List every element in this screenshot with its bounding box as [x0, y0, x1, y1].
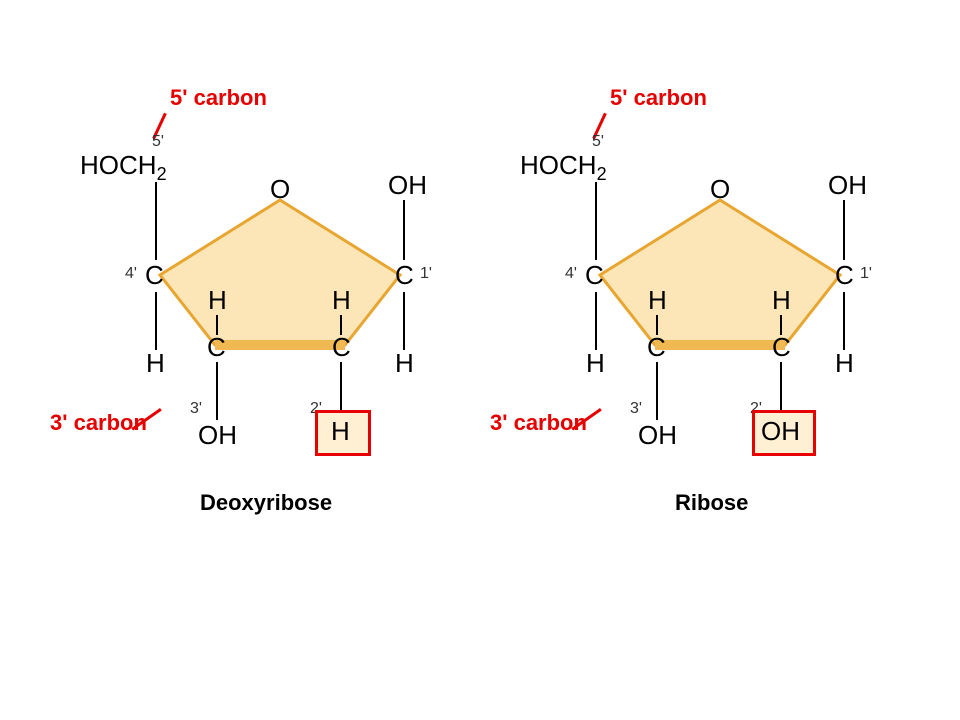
c3-atom: C [207, 332, 226, 363]
prime-5: 5' [152, 133, 164, 151]
c4-atom: C [145, 260, 164, 291]
oh-top-right: OH [388, 170, 427, 201]
prime-1: 1' [860, 265, 872, 283]
c4-atom: C [585, 260, 604, 291]
hoch2-sub: 2 [157, 164, 167, 184]
prime-1: 1' [420, 265, 432, 283]
callout-3prime: 3' carbon [490, 410, 587, 436]
ribose-molecule: 5' carbon 3' carbon 5' HOCH2 O OH 4' C C… [500, 100, 920, 620]
bond-1-h [403, 292, 405, 350]
oh-bottom-left: OH [198, 420, 237, 451]
oh-top-right: OH [828, 170, 867, 201]
prime-4: 4' [125, 265, 137, 283]
bond-4-h [155, 292, 157, 350]
hoch2-sub: 2 [597, 164, 607, 184]
bond-oh-1 [843, 200, 845, 260]
hoch2-group: HOCH2 [80, 150, 167, 185]
bond-4-h [595, 292, 597, 350]
oh-bottom-left: OH [638, 420, 677, 451]
bond-1-h [843, 292, 845, 350]
prime-3: 3' [190, 400, 202, 418]
c3-atom: C [647, 332, 666, 363]
bond-oh-1 [403, 200, 405, 260]
molecule-title: Ribose [675, 490, 748, 516]
callout-3prime: 3' carbon [50, 410, 147, 436]
hoch2-text: HOCH [520, 150, 597, 180]
c1-atom: C [835, 260, 854, 291]
bond-c2-diff [780, 362, 782, 412]
h-inner-left: H [208, 285, 227, 316]
h-bottom-far-right: H [395, 348, 414, 379]
h-bottom-far-left: H [146, 348, 165, 379]
ring-oxygen: O [710, 174, 730, 205]
hoch2-group: HOCH2 [520, 150, 607, 185]
molecule-title: Deoxyribose [200, 490, 332, 516]
prime-3: 3' [630, 400, 642, 418]
c1-atom: C [395, 260, 414, 291]
h-bottom-far-left: H [586, 348, 605, 379]
h-bottom-far-right: H [835, 348, 854, 379]
diff-atom: OH [761, 416, 800, 447]
c2-atom: C [772, 332, 791, 363]
ring-oxygen: O [270, 174, 290, 205]
h-inner-right: H [772, 285, 791, 316]
bond-5-4 [155, 182, 157, 260]
bond-c3-oh [216, 362, 218, 420]
h-inner-right: H [332, 285, 351, 316]
bond-c2-diff [340, 362, 342, 412]
callout-5prime: 5' carbon [610, 85, 707, 111]
c2-atom: C [332, 332, 351, 363]
pentagon-ring [590, 190, 850, 360]
callout-5prime: 5' carbon [170, 85, 267, 111]
hoch2-text: HOCH [80, 150, 157, 180]
bond-c3-oh [656, 362, 658, 420]
diff-atom: H [331, 416, 350, 447]
deoxyribose-molecule: 5' carbon 3' carbon 5' HOCH2 O OH 4' C C… [60, 100, 480, 620]
pentagon-ring [150, 190, 410, 360]
bond-5-4 [595, 182, 597, 260]
h-inner-left: H [648, 285, 667, 316]
prime-5: 5' [592, 133, 604, 151]
prime-4: 4' [565, 265, 577, 283]
